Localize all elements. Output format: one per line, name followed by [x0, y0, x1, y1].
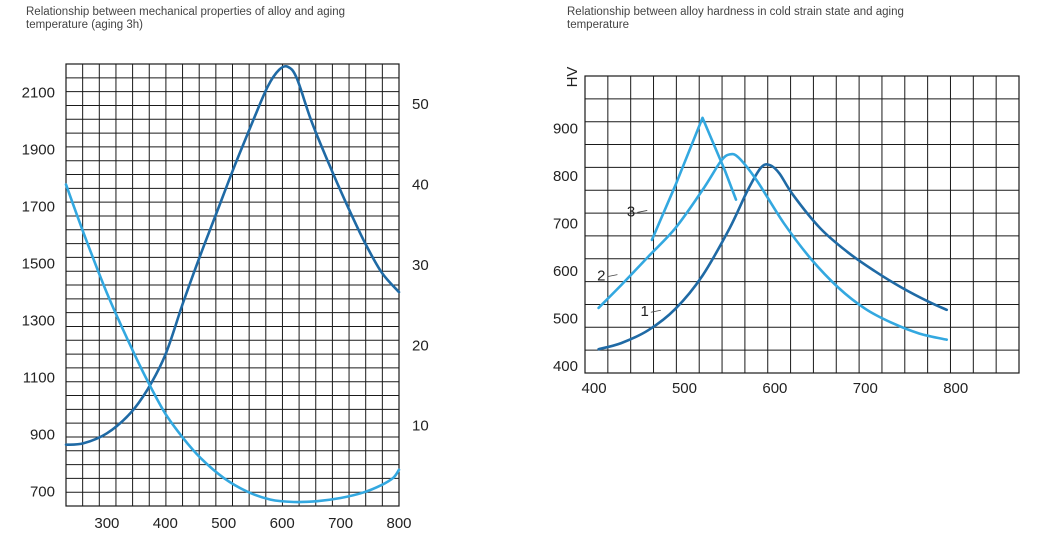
y-tick-label: 900 — [30, 427, 55, 444]
series-label-1: 1 — [640, 303, 648, 320]
series-label-leader — [637, 210, 648, 213]
plot-frame — [65, 63, 400, 507]
y-tick-label: 800 — [553, 168, 578, 185]
chart-title-hardness: Relationship between alloy hardness in c… — [567, 6, 904, 31]
x-tick-label: 800 — [943, 380, 968, 397]
series-line-2 — [597, 152, 948, 341]
y-axis-label: HV — [564, 67, 581, 88]
x-tick-label: 600 — [762, 380, 787, 397]
plot-frame — [584, 75, 1020, 374]
y-tick-label: 400 — [553, 358, 578, 375]
x-tick-label: 800 — [386, 515, 411, 532]
series-label-leader — [607, 274, 618, 277]
y-tick-label: 500 — [553, 310, 578, 327]
x-tick-label: 300 — [94, 515, 119, 532]
y-tick-label: 1300 — [22, 313, 55, 330]
y2-tick-label: 20 — [412, 337, 429, 354]
y-tick-label: 2100 — [22, 85, 55, 102]
y-tick-label: 1500 — [22, 256, 55, 273]
x-tick-label: 700 — [328, 515, 353, 532]
series-label-3: 3 — [627, 203, 635, 220]
y-tick-label: 1100 — [23, 370, 55, 387]
x-tick-label: 700 — [853, 380, 878, 397]
chart-right: 400 500 600 700 800 400 500 600 700 800 900 HV 1 2 3 — [553, 67, 1020, 397]
y2-tick-label: 50 — [412, 96, 429, 113]
series-line-2 — [64, 183, 401, 504]
y-tick-label: 1900 — [22, 142, 55, 159]
x-tick-label: 600 — [270, 515, 295, 532]
x-tick-label: 500 — [211, 515, 236, 532]
y-tick-label: 900 — [553, 120, 578, 137]
x-tick-label: 400 — [582, 380, 607, 397]
series-label-2: 2 — [597, 268, 605, 285]
series-line-1 — [64, 64, 401, 446]
x-tick-label: 400 — [153, 515, 178, 532]
y2-tick-label: 40 — [412, 177, 429, 194]
chart-title-mechanical-properties: Relationship between mechanical properti… — [26, 6, 346, 31]
series-line-1 — [597, 163, 948, 351]
series-label-leader — [650, 309, 661, 313]
chart-left: 300 400 500 600 700 800 700 900 1100 1300 1500 1700… — [22, 63, 429, 532]
y-tick-label: 700 — [30, 484, 55, 501]
y2-tick-label: 30 — [412, 257, 429, 274]
y-tick-label: 700 — [553, 215, 578, 232]
y-tick-label: 1700 — [22, 199, 55, 216]
x-tick-label: 500 — [672, 380, 697, 397]
series-line-3 — [650, 116, 738, 242]
y2-tick-label: 10 — [412, 418, 429, 435]
y-tick-label: 600 — [553, 263, 578, 280]
